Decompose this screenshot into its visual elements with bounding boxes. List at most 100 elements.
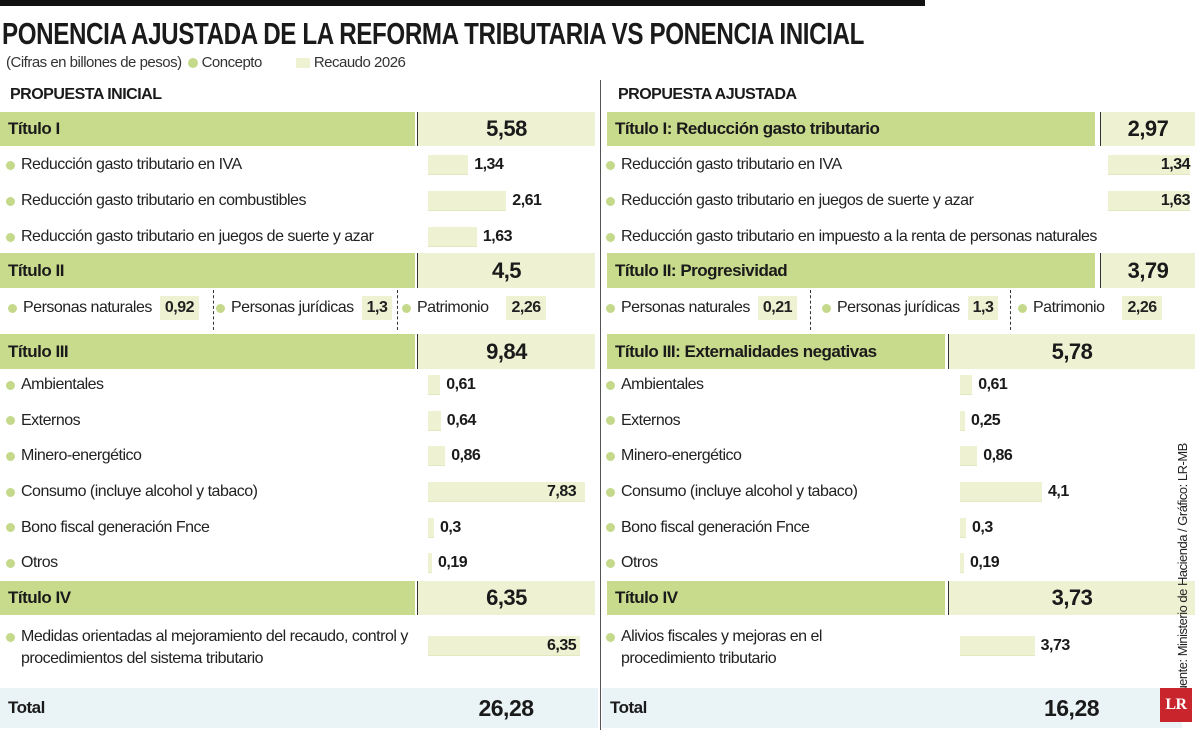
legend-swatch-recaudo (295, 57, 310, 68)
bullet-icon (6, 451, 15, 461)
bullet-icon (1018, 303, 1027, 313)
item-label: Minero-energético (21, 447, 142, 464)
item-label: Ambientales (21, 376, 104, 393)
bullet-icon (606, 416, 615, 425)
item-label: Reducción gasto tributario en combustibl… (21, 192, 306, 209)
value-bar (960, 553, 964, 573)
item-label: Minero-energético (621, 447, 742, 464)
value-bar (960, 446, 978, 466)
bullet-icon (606, 451, 615, 461)
inline-item: Patrimonio 2,26 (402, 292, 546, 324)
value-bar (428, 375, 441, 395)
panel-divider (600, 80, 601, 730)
list-item: Reducción gasto tributario en juegos de … (6, 220, 411, 254)
item-value: 2,26 (1122, 296, 1162, 320)
bullet-icon (606, 303, 615, 313)
item-label: Reducción gasto tributario en juegos de … (621, 192, 974, 209)
bar-value-label: 0,25 (971, 411, 1001, 429)
bar-value-label: 6,35 (547, 637, 577, 654)
bullet-icon (6, 523, 15, 532)
bullet-icon (6, 416, 15, 425)
value-bar (428, 482, 585, 502)
section-title: Título I (0, 112, 415, 146)
section-value: 3,73 (948, 581, 1195, 615)
section-value: 4,5 (417, 253, 595, 288)
bullet-icon (216, 303, 225, 313)
dashed-separator (1010, 290, 1011, 330)
list-item: Otros (606, 546, 1011, 580)
top-rule (0, 0, 925, 6)
inline-item: Personas jurídicas 1,3 (822, 292, 999, 324)
value-bar (428, 446, 446, 466)
list-item: Reducción gasto tributario en IVA (6, 148, 411, 182)
total-value: 26,28 (478, 694, 534, 721)
value-bar (428, 227, 477, 247)
item-label: Reducción gasto tributario en impuesto a… (621, 228, 1097, 245)
item-label: Bono fiscal generación Fnce (21, 518, 210, 536)
list-item: Consumo (incluye alcohol y tabaco) (606, 475, 1011, 509)
bar-value-label: 0,61 (446, 376, 476, 393)
bullet-icon (606, 160, 615, 170)
value-bar (960, 410, 965, 431)
subtitle: (Cifras en billones de pesos) (6, 54, 182, 71)
item-label: Patrimonio (417, 299, 489, 316)
list-item: Minero-energético (6, 439, 411, 473)
list-item: Medidas orientadas al mejoramiento del r… (6, 620, 411, 680)
item-label: Patrimonio (1033, 299, 1105, 316)
legend-label-concepto: Concepto (201, 54, 263, 71)
list-item: Reducción gasto tributario en juegos de … (606, 184, 1106, 218)
panel-heading: PROPUESTA INICIAL (10, 86, 162, 103)
item-label: Bono fiscal generación Fnce (621, 518, 810, 536)
item-value: 2,26 (506, 296, 546, 320)
list-item: Ambientales (606, 368, 1011, 402)
bullet-icon (606, 523, 615, 532)
bullet-icon (606, 380, 615, 390)
inline-item: Personas naturales 0,21 (606, 292, 797, 324)
list-item: Otros (6, 546, 411, 580)
dashed-separator (397, 290, 398, 330)
bar-value-label: 0,3 (972, 518, 993, 536)
list-item: Minero-energético (606, 439, 1011, 473)
bullet-icon (402, 303, 411, 313)
value-bar (428, 410, 441, 431)
bullet-icon (606, 558, 615, 568)
section-value: 3,79 (1100, 253, 1195, 288)
section-value: 9,84 (417, 334, 595, 369)
item-label: Consumo (incluye alcohol y tabaco) (621, 483, 858, 500)
value-bar (428, 155, 469, 175)
value-bar (428, 191, 507, 211)
bar-value-label: 3,73 (1040, 637, 1071, 654)
bullet-icon (6, 196, 15, 206)
section-title: Título IV (607, 581, 945, 615)
inline-item: Personas naturales 0,92 (8, 292, 199, 324)
bar-value-label: 2,61 (512, 192, 542, 209)
item-label: Otros (621, 554, 658, 571)
bullet-icon (606, 232, 615, 242)
total-row: Total (602, 688, 1182, 728)
item-label: Medidas orientadas al mejoramiento del r… (21, 628, 408, 667)
item-value: 1,3 (967, 296, 999, 320)
section-title: Título I: Reducción gasto tributario (607, 112, 1095, 146)
bar-value-label: 1,34 (1160, 156, 1191, 173)
bar-value-label: 0,19 (438, 554, 468, 571)
bullet-icon (8, 303, 17, 313)
bar-value-label: 0,61 (978, 376, 1008, 393)
section-value: 5,78 (948, 334, 1195, 369)
item-label: Externos (21, 411, 81, 429)
section-title: Título III: Externalidades negativas (607, 334, 945, 369)
list-item: Reducción gasto tributario en impuesto a… (606, 220, 1106, 254)
value-bar (960, 375, 973, 395)
bullet-icon (6, 558, 15, 568)
legend-label-recaudo: Recaudo 2026 (313, 54, 406, 71)
bar-value-label: 0,86 (451, 447, 481, 464)
section-value: 6,35 (417, 581, 595, 615)
value-bar (428, 636, 581, 656)
dashed-separator (810, 290, 811, 330)
bar-value-label: 7,83 (547, 483, 577, 500)
bullet-icon (6, 633, 15, 642)
value-bar (428, 517, 434, 538)
section-value: 2,97 (1100, 112, 1195, 146)
list-item: Bono fiscal generación Fnce (606, 511, 1011, 545)
item-value: 0,92 (159, 296, 199, 320)
section-value: 5,58 (417, 112, 595, 146)
